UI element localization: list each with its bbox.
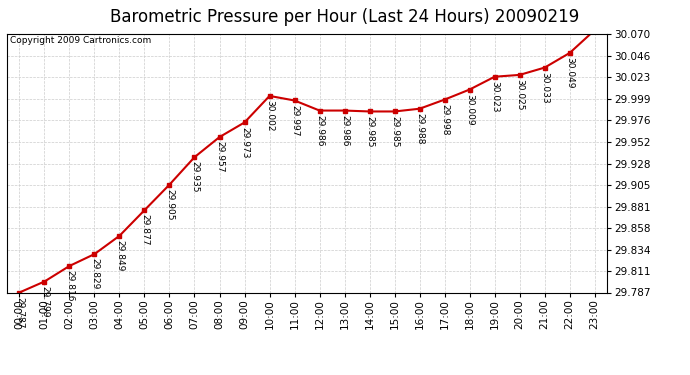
Text: 29.997: 29.997 [290, 105, 299, 136]
Text: 29.973: 29.973 [240, 127, 249, 158]
Text: 30.009: 30.009 [465, 94, 474, 125]
Text: 29.816: 29.816 [65, 270, 74, 302]
Text: 30.049: 30.049 [565, 57, 574, 88]
Text: 29.787: 29.787 [15, 297, 24, 328]
Text: 29.985: 29.985 [365, 116, 374, 147]
Text: 30.023: 30.023 [490, 81, 499, 112]
Text: Copyright 2009 Cartronics.com: Copyright 2009 Cartronics.com [10, 36, 151, 45]
Text: 29.799: 29.799 [40, 286, 49, 317]
Text: 29.986: 29.986 [340, 115, 349, 146]
Text: 29.935: 29.935 [190, 161, 199, 193]
Text: 30.074: 30.074 [0, 374, 1, 375]
Text: 30.025: 30.025 [515, 79, 524, 111]
Text: 29.849: 29.849 [115, 240, 124, 272]
Text: 29.957: 29.957 [215, 141, 224, 173]
Text: 29.985: 29.985 [390, 116, 399, 147]
Text: 29.998: 29.998 [440, 104, 449, 135]
Text: 29.986: 29.986 [315, 115, 324, 146]
Text: 29.905: 29.905 [165, 189, 174, 220]
Text: 30.033: 30.033 [540, 72, 549, 104]
Text: Barometric Pressure per Hour (Last 24 Hours) 20090219: Barometric Pressure per Hour (Last 24 Ho… [110, 8, 580, 26]
Text: 29.877: 29.877 [140, 214, 149, 246]
Text: 29.829: 29.829 [90, 258, 99, 290]
Text: 30.002: 30.002 [265, 100, 274, 132]
Text: 29.988: 29.988 [415, 113, 424, 144]
